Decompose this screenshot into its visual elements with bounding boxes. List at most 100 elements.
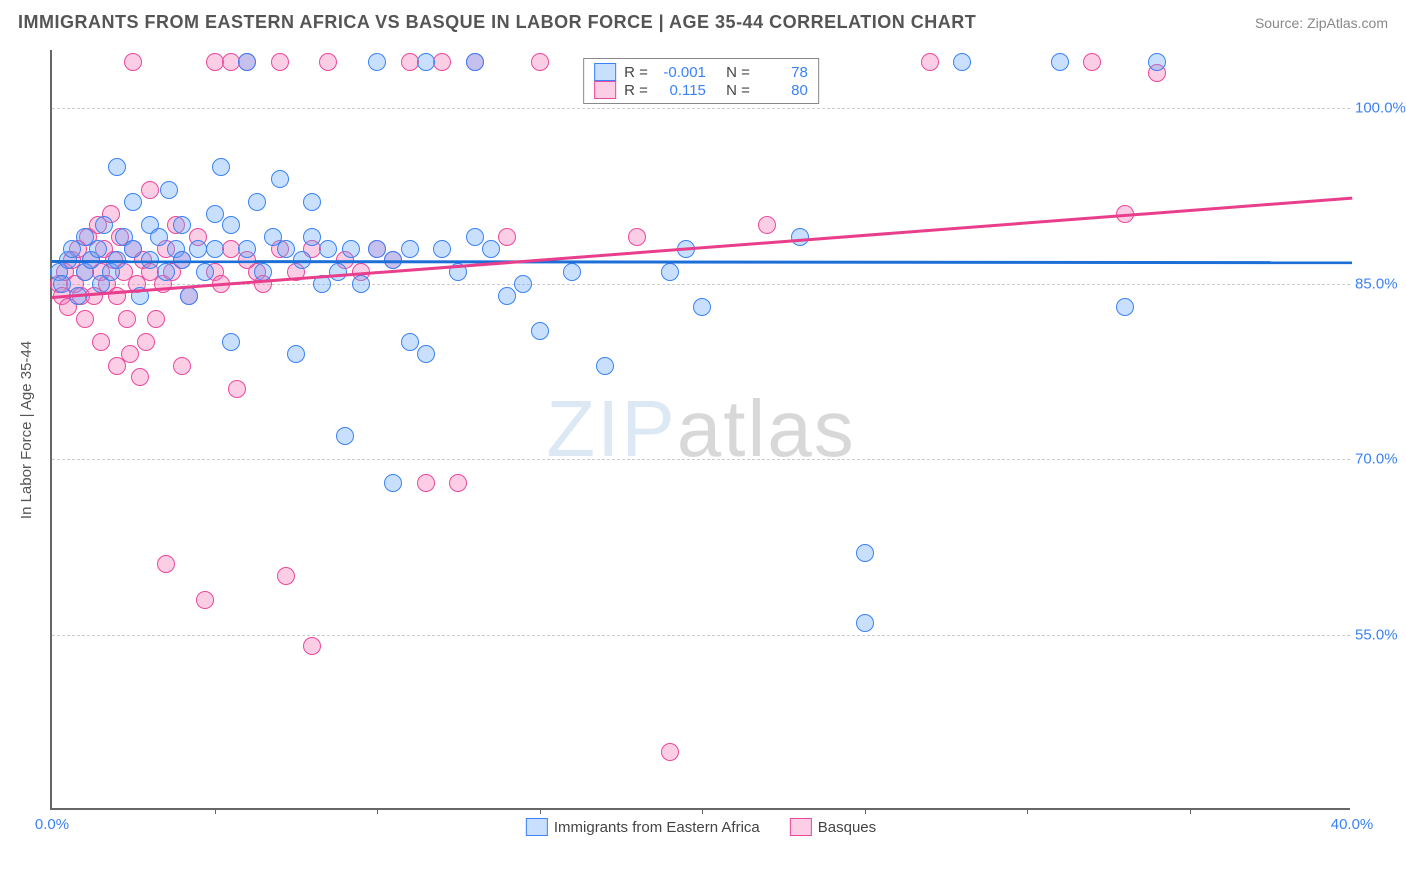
data-point xyxy=(368,240,386,258)
data-point xyxy=(131,368,149,386)
gridline xyxy=(52,635,1350,636)
data-point xyxy=(1083,53,1101,71)
data-point xyxy=(482,240,500,258)
data-point xyxy=(157,555,175,573)
data-point xyxy=(384,474,402,492)
data-point xyxy=(76,310,94,328)
data-point xyxy=(150,228,168,246)
x-tick-label: 0.0% xyxy=(35,816,69,833)
data-point xyxy=(1148,53,1166,71)
series-legend: Immigrants from Eastern Africa Basques xyxy=(526,818,876,836)
y-axis-label: In Labor Force | Age 35-44 xyxy=(18,341,35,519)
data-point xyxy=(661,743,679,761)
data-point xyxy=(596,357,614,375)
data-point xyxy=(118,310,136,328)
legend-item-series-b: Basques xyxy=(790,818,876,836)
y-tick-label: 85.0% xyxy=(1355,275,1406,292)
data-point xyxy=(329,263,347,281)
data-point xyxy=(498,228,516,246)
data-point xyxy=(531,322,549,340)
data-point xyxy=(287,345,305,363)
data-point xyxy=(856,544,874,562)
data-point xyxy=(124,240,142,258)
swatch-series-b xyxy=(594,81,616,99)
data-point xyxy=(856,614,874,632)
data-point xyxy=(417,53,435,71)
swatch-series-b xyxy=(790,818,812,836)
data-point xyxy=(108,287,126,305)
data-point xyxy=(180,287,198,305)
data-point xyxy=(498,287,516,305)
data-point xyxy=(758,216,776,234)
data-point xyxy=(271,170,289,188)
data-point xyxy=(248,193,266,211)
data-point xyxy=(157,263,175,281)
data-point xyxy=(212,158,230,176)
data-point xyxy=(466,53,484,71)
data-point xyxy=(303,228,321,246)
data-point xyxy=(342,240,360,258)
data-point xyxy=(921,53,939,71)
y-tick-label: 100.0% xyxy=(1355,100,1406,117)
y-tick-label: 55.0% xyxy=(1355,626,1406,643)
data-point xyxy=(303,637,321,655)
stats-row-series-b: R = 0.115 N = 80 xyxy=(594,81,808,99)
swatch-series-a xyxy=(594,63,616,81)
data-point xyxy=(238,240,256,258)
stats-row-series-a: R = -0.001 N = 78 xyxy=(594,63,808,81)
data-point xyxy=(206,205,224,223)
x-tick-mark xyxy=(1027,808,1028,814)
data-point xyxy=(53,275,71,293)
data-point xyxy=(514,275,532,293)
data-point xyxy=(277,240,295,258)
legend-item-series-a: Immigrants from Eastern Africa xyxy=(526,818,760,836)
gridline xyxy=(52,459,1350,460)
data-point xyxy=(271,53,289,71)
data-point xyxy=(147,310,165,328)
data-point xyxy=(628,228,646,246)
data-point xyxy=(401,240,419,258)
data-point xyxy=(222,216,240,234)
data-point xyxy=(121,345,139,363)
data-point xyxy=(141,181,159,199)
x-tick-mark xyxy=(1190,808,1191,814)
x-tick-mark xyxy=(702,808,703,814)
data-point xyxy=(206,240,224,258)
stats-legend: R = -0.001 N = 78 R = 0.115 N = 80 xyxy=(583,58,819,104)
data-point xyxy=(433,53,451,71)
data-point xyxy=(319,53,337,71)
data-point xyxy=(661,263,679,281)
n-value-a: 78 xyxy=(758,64,808,81)
data-point xyxy=(563,263,581,281)
data-point xyxy=(222,333,240,351)
watermark: ZIPatlas xyxy=(546,383,855,475)
x-tick-mark xyxy=(865,808,866,814)
data-point xyxy=(368,53,386,71)
data-point xyxy=(173,216,191,234)
y-tick-label: 70.0% xyxy=(1355,451,1406,468)
data-point xyxy=(401,333,419,351)
r-value-a: -0.001 xyxy=(656,64,706,81)
data-point xyxy=(89,240,107,258)
source-label: Source: ZipAtlas.com xyxy=(1255,15,1388,31)
x-tick-mark xyxy=(215,808,216,814)
data-point xyxy=(466,228,484,246)
data-point xyxy=(693,298,711,316)
chart-title: IMMIGRANTS FROM EASTERN AFRICA VS BASQUE… xyxy=(18,12,976,33)
data-point xyxy=(92,333,110,351)
data-point xyxy=(1116,298,1134,316)
data-point xyxy=(953,53,971,71)
data-point xyxy=(173,357,191,375)
data-point xyxy=(791,228,809,246)
data-point xyxy=(238,53,256,71)
swatch-series-a xyxy=(526,818,548,836)
data-point xyxy=(449,474,467,492)
data-point xyxy=(277,567,295,585)
data-point xyxy=(124,193,142,211)
data-point xyxy=(228,380,246,398)
data-point xyxy=(417,345,435,363)
data-point xyxy=(352,275,370,293)
x-tick-mark xyxy=(540,808,541,814)
data-point xyxy=(196,591,214,609)
r-value-b: 0.115 xyxy=(656,82,706,99)
